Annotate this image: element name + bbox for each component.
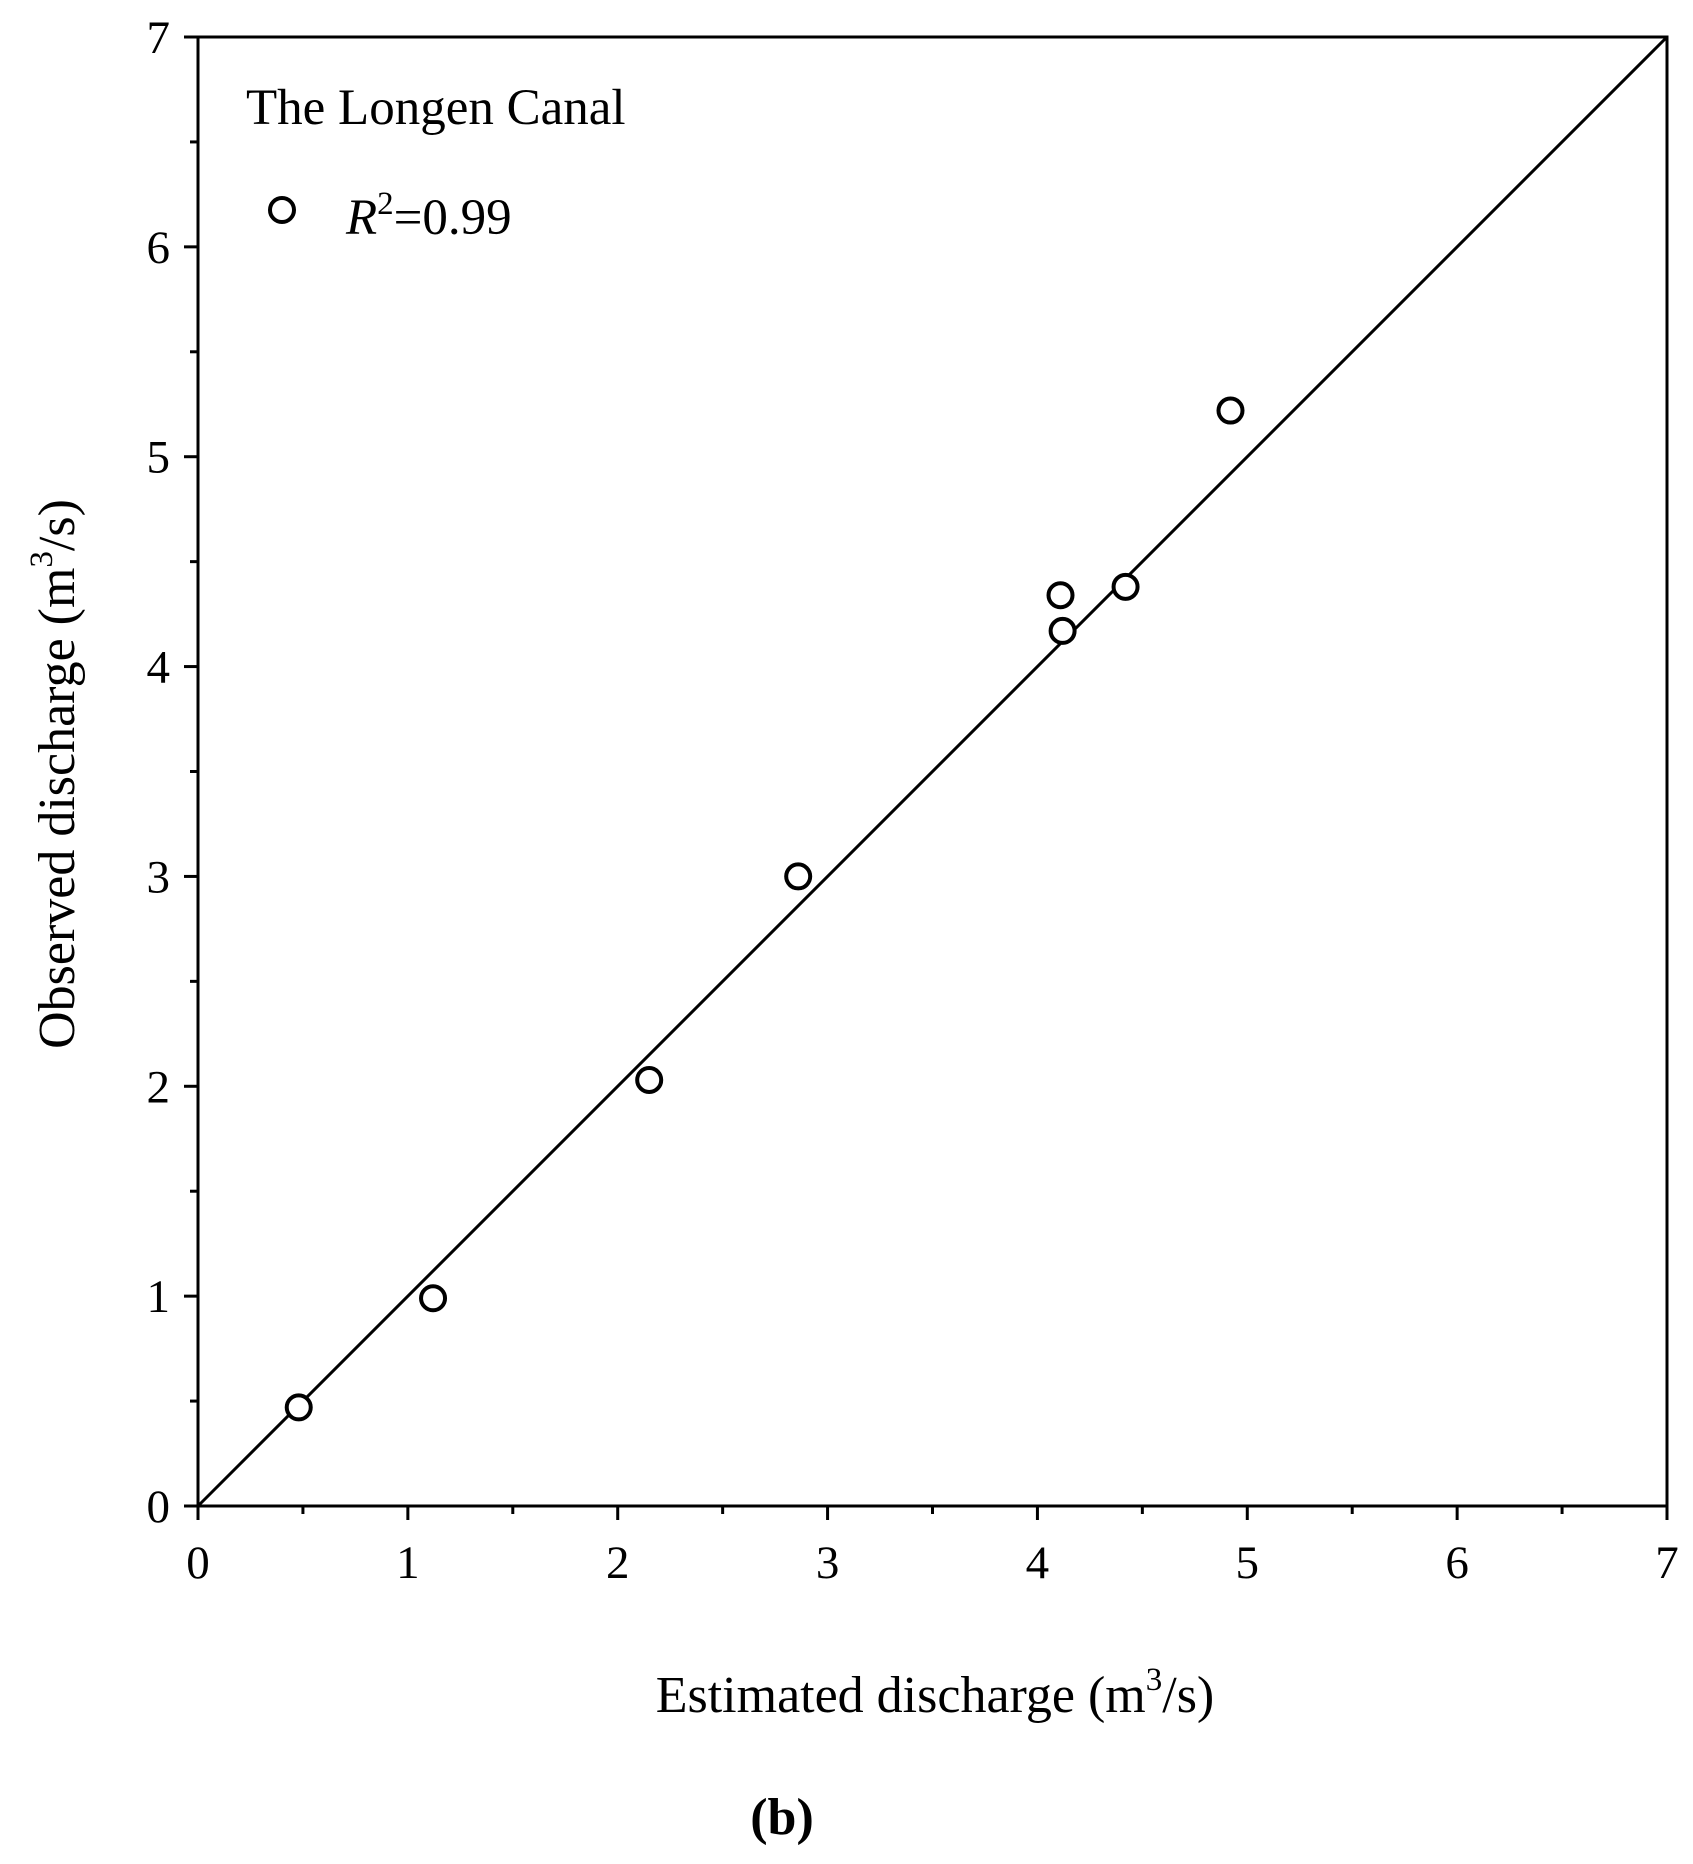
y-tick-label: 0 bbox=[147, 1481, 171, 1533]
x-axis-title-tail: /s) bbox=[1162, 1667, 1214, 1724]
legend: R2=0.99 bbox=[268, 186, 512, 246]
data-point bbox=[1111, 572, 1140, 601]
data-point bbox=[284, 1393, 313, 1422]
y-tick-label: 1 bbox=[147, 1271, 171, 1323]
x-tick-label: 5 bbox=[1236, 1537, 1260, 1589]
data-point bbox=[784, 862, 813, 891]
data-points bbox=[284, 396, 1245, 1422]
x-axis-title-main: Estimated discharge (m bbox=[656, 1667, 1146, 1724]
r2-value: =0.99 bbox=[394, 190, 512, 246]
y-tick-label: 4 bbox=[147, 642, 171, 694]
y-tick-label: 3 bbox=[147, 851, 171, 903]
x-tick-label: 2 bbox=[606, 1537, 630, 1589]
data-point bbox=[1046, 581, 1075, 610]
panel-label-open: ( bbox=[750, 1789, 767, 1846]
data-point bbox=[1216, 396, 1245, 425]
y-axis-title-tail: /s) bbox=[29, 499, 86, 551]
y-axis-title-main: Observed discharge (m bbox=[29, 568, 86, 1049]
x-tick-label: 6 bbox=[1445, 1537, 1469, 1589]
legend-r2-label: R2=0.99 bbox=[345, 186, 512, 246]
r2-exponent: 2 bbox=[377, 186, 394, 222]
x-axis-title-sup: 3 bbox=[1146, 1662, 1163, 1698]
x-tick-label: 1 bbox=[396, 1537, 420, 1589]
panel-label-letter: b bbox=[768, 1789, 797, 1846]
y-tick-label: 5 bbox=[147, 432, 171, 484]
x-tick-label: 3 bbox=[816, 1537, 840, 1589]
y-tick-label: 2 bbox=[147, 1061, 171, 1113]
data-point bbox=[635, 1065, 664, 1094]
y-axis-title: Observed discharge (m3/s) bbox=[24, 499, 86, 1049]
y-tick-label: 6 bbox=[147, 222, 171, 274]
tick-labels: 0 1 2 3 4 5 6 7 0 1 2 3 4 5 6 7 bbox=[147, 12, 1679, 1589]
panel-label: (b) bbox=[750, 1789, 814, 1846]
reference-line bbox=[196, 35, 1669, 1508]
x-tick-label: 7 bbox=[1655, 1537, 1679, 1589]
data-point bbox=[419, 1284, 448, 1313]
x-tick-label: 4 bbox=[1026, 1537, 1050, 1589]
y-axis-title-sup: 3 bbox=[24, 551, 60, 568]
panel-label-close: ) bbox=[796, 1789, 813, 1846]
chart-annotation: The Longen Canal bbox=[246, 80, 626, 136]
y-tick-label: 7 bbox=[147, 12, 171, 64]
x-axis-title: Estimated discharge (m3/s) bbox=[656, 1662, 1215, 1724]
r2-symbol: R bbox=[345, 190, 377, 246]
x-tick-label: 0 bbox=[186, 1537, 210, 1589]
axis-ticks bbox=[184, 35, 1669, 1520]
data-point bbox=[1048, 616, 1077, 645]
legend-marker-icon bbox=[268, 196, 296, 224]
reference-line-group bbox=[196, 35, 1669, 1508]
